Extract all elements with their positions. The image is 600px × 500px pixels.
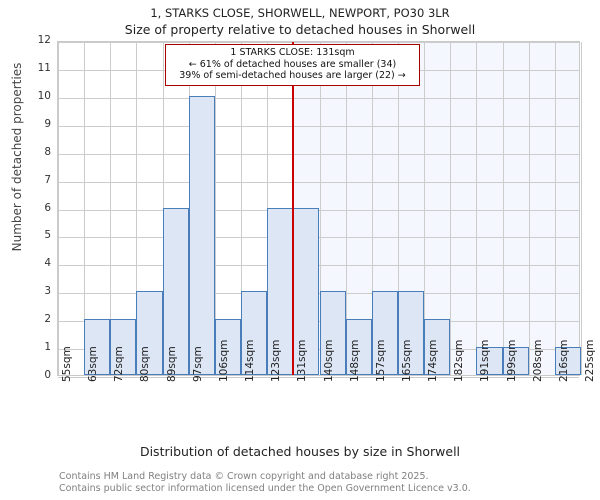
gridline-horizontal xyxy=(58,181,579,183)
x-axis-tick-label: 63sqm xyxy=(87,346,100,382)
y-axis-tick-label: 11 xyxy=(37,61,51,74)
x-axis-tick-label: 106sqm xyxy=(217,339,230,382)
x-axis-tick-label: 55sqm xyxy=(61,346,73,382)
histogram-bar xyxy=(476,347,503,375)
histogram-bar xyxy=(110,319,137,375)
title-block: 1, STARKS CLOSE, SHORWELL, NEWPORT, PO30… xyxy=(0,0,600,38)
y-axis-tick-label: 9 xyxy=(44,117,51,130)
gridline-vertical xyxy=(319,42,321,375)
y-axis-tick-label: 12 xyxy=(37,34,51,46)
gridline-vertical xyxy=(58,42,59,375)
gridline-horizontal xyxy=(58,125,579,127)
histogram-bar xyxy=(502,347,529,375)
x-axis-tick-label: 216sqm xyxy=(557,339,570,382)
y-axis-tick-label: 6 xyxy=(44,201,51,214)
gridline-vertical xyxy=(528,42,530,375)
plot-area xyxy=(57,41,582,378)
histogram-bar xyxy=(371,291,398,375)
x-axis-tick-label: 225sqm xyxy=(584,339,596,382)
gridline-horizontal xyxy=(58,153,579,155)
histogram-bar xyxy=(214,319,242,375)
x-axis-tick-label: 157sqm xyxy=(374,339,387,382)
y-axis-tick-label: 4 xyxy=(44,257,51,270)
annotation-line-2: ← 61% of detached houses are smaller (34… xyxy=(188,58,397,70)
footer-line-2: Contains public sector information licen… xyxy=(59,482,471,494)
gridline-vertical xyxy=(241,42,243,375)
annotation-box: 1 STARKS CLOSE: 131sqm ← 61% of detached… xyxy=(165,44,420,86)
histogram-bar xyxy=(188,95,215,375)
histogram-bar xyxy=(554,347,581,375)
y-axis-title: Number of detached properties xyxy=(10,62,24,252)
x-axis-tick-label: 123sqm xyxy=(270,339,283,382)
x-axis-tick-label: 72sqm xyxy=(113,346,126,382)
gridline-vertical xyxy=(450,42,452,375)
x-axis-title: Distribution of detached houses by size … xyxy=(139,444,461,459)
y-axis-tick-label: 2 xyxy=(44,313,51,326)
gridline-vertical xyxy=(502,42,504,375)
x-axis-tick-label: 182sqm xyxy=(453,339,466,382)
x-axis-tick-label: 148sqm xyxy=(348,339,361,382)
gridline-horizontal xyxy=(58,377,579,378)
y-axis-tick-label: 8 xyxy=(44,145,51,158)
histogram-bars xyxy=(58,42,581,375)
footer-line-1: Contains HM Land Registry data © Crown c… xyxy=(59,471,429,482)
y-axis-tick-label: 3 xyxy=(44,285,51,298)
x-axis-tick-label: 131sqm xyxy=(296,339,309,382)
gridline-vertical xyxy=(84,42,86,375)
x-axis-tick-label: 80sqm xyxy=(139,346,152,382)
histogram-bar xyxy=(84,319,111,375)
x-axis-tick-label: 191sqm xyxy=(479,339,492,382)
histogram-bar xyxy=(162,207,189,375)
y-axis-tick-label: 7 xyxy=(44,173,51,186)
y-axis-tick-label: 10 xyxy=(37,89,51,102)
histogram-bar xyxy=(136,291,163,375)
x-axis-tick-label: 174sqm xyxy=(427,339,440,382)
gridline-vertical xyxy=(214,42,216,375)
x-axis-tick-label: 89sqm xyxy=(165,346,178,382)
x-axis-tick-label: 165sqm xyxy=(400,339,413,382)
gridline-vertical xyxy=(397,42,399,375)
gridline-vertical xyxy=(424,42,426,375)
x-axis-tick-label: 199sqm xyxy=(505,339,518,382)
x-axis-tick-label: 140sqm xyxy=(322,339,335,382)
gridline-vertical xyxy=(554,42,556,375)
y-axis-tick-label: 0 xyxy=(44,369,51,381)
x-axis-tick-label: 114sqm xyxy=(244,339,257,382)
histogram-bar xyxy=(397,291,425,375)
annotation-line-3: 39% of semi-detached houses are larger (… xyxy=(179,70,406,81)
gridline-vertical xyxy=(136,42,138,375)
histogram-bar xyxy=(241,291,268,375)
histogram-bar xyxy=(293,207,320,375)
page-subtitle: Size of property relative to detached ho… xyxy=(124,22,476,37)
gridline-vertical xyxy=(110,42,112,375)
histogram-bar xyxy=(424,319,451,375)
gridline-vertical xyxy=(476,42,478,375)
x-axis-tick-label: 208sqm xyxy=(531,339,544,382)
y-axis-tick-label: 5 xyxy=(44,229,51,242)
gridline-horizontal xyxy=(58,97,579,99)
gridline-vertical xyxy=(345,42,347,375)
histogram-bar xyxy=(319,291,346,375)
histogram-bar xyxy=(345,319,372,375)
x-axis-tick-label: 97sqm xyxy=(191,346,204,382)
gridline-horizontal xyxy=(58,42,579,43)
y-axis-tick-label: 1 xyxy=(44,341,51,354)
gridline-vertical xyxy=(581,42,582,375)
gridline-vertical xyxy=(371,42,373,375)
footer-attribution: Contains HM Land Registry data © Crown c… xyxy=(59,471,579,494)
property-marker-line xyxy=(292,42,295,375)
page-title: 1, STARKS CLOSE, SHORWELL, NEWPORT, PO30… xyxy=(150,6,450,20)
annotation-line-1: 1 STARKS CLOSE: 131sqm xyxy=(230,47,355,58)
